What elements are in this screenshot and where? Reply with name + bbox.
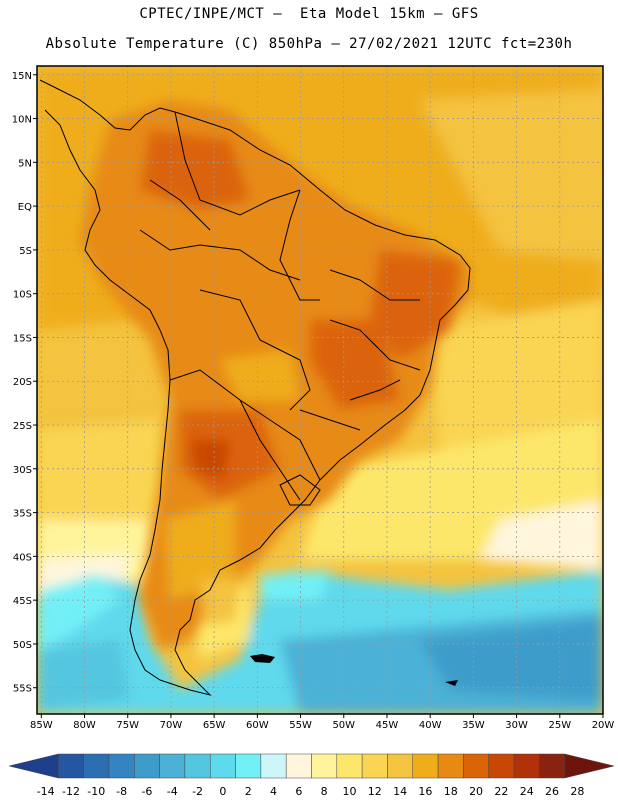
colorbar-swatch: [134, 753, 160, 779]
colorbar-swatch: [336, 753, 363, 779]
colorbar-swatch: [412, 753, 439, 779]
colorbar-label: 0: [219, 785, 226, 798]
colorbar-label: -6: [141, 785, 152, 798]
lat-label-EQ: EQ: [18, 202, 32, 213]
lon-label-65W: 65W: [203, 720, 226, 731]
colorbar-label: 26: [545, 785, 559, 798]
colorbar-label: -4: [167, 785, 178, 798]
colorbar-swatch: [361, 753, 388, 779]
lat-label-25S: 25S: [13, 421, 32, 432]
colorbar-label: 10: [342, 785, 356, 798]
colorbar-swatch: [159, 753, 186, 779]
colorbar-label: 22: [494, 785, 508, 798]
lat-label-55S: 55S: [13, 684, 32, 695]
map-frame: [36, 65, 604, 715]
coastlines: [39, 79, 471, 696]
colorbar-swatch: [260, 753, 287, 779]
latitude-labels: 15N 10N 5N EQ 5S 10S 15S 20S 25S 30S 35S 40S 45S 50S 5…: [12, 71, 32, 695]
lon-label-25W: 25W: [548, 720, 571, 731]
colorbar-swatch: [209, 753, 236, 779]
graticule: [37, 66, 603, 714]
colorbar-label: 24: [520, 785, 534, 798]
lat-label-35S: 35S: [13, 509, 32, 520]
colorbar-swatch: [539, 753, 565, 779]
title-line-1: CPTEC/INPE/MCT – Eta Model 15km – GFS: [139, 6, 479, 22]
temperature-field: [37, 66, 603, 714]
lat-label-15N: 15N: [12, 71, 32, 82]
title-line-2: Absolute Temperature (C) 850hPa – 27/02/…: [45, 36, 573, 52]
lon-label-60W: 60W: [246, 720, 269, 731]
colorbar-swatch: [387, 753, 414, 779]
lat-label-45S: 45S: [13, 596, 32, 607]
lat-label-5N: 5N: [18, 158, 32, 169]
lat-label-50S: 50S: [13, 640, 32, 651]
colorbar-label: 8: [321, 785, 328, 798]
lat-label-30S: 30S: [13, 465, 32, 476]
colorbar-label: 12: [368, 785, 382, 798]
lon-label-80W: 80W: [73, 720, 96, 731]
lon-label-50W: 50W: [332, 720, 355, 731]
colorbar-label: 18: [444, 785, 458, 798]
colorbar-labels: -14 -12 -10 -8 -6 -4 -2 0 2 4 6 8 10 12 14 16 18 20 22 24 26…: [37, 785, 585, 798]
falkland-islands: [250, 654, 275, 663]
colorbar-label: 28: [570, 785, 584, 798]
colorbar-swatch: [311, 753, 338, 779]
colorbar-swatch: [235, 753, 262, 779]
colorbar-label: 14: [393, 785, 407, 798]
colorbar-swatch: [463, 753, 489, 779]
longitude-labels: 85W 80W 75W 70W 65W 60W 55W 50W 45W 40W 35W 30W 25W 2…: [30, 720, 614, 731]
lat-label-10N: 10N: [12, 115, 32, 126]
lon-label-45W: 45W: [376, 720, 399, 731]
colorbar: [8, 753, 615, 779]
axis-ticks: [33, 74, 604, 718]
lon-label-55W: 55W: [289, 720, 312, 731]
colorbar-swatch: [564, 753, 615, 779]
lon-label-35W: 35W: [462, 720, 485, 731]
lat-label-40S: 40S: [13, 552, 32, 563]
colorbar-swatch: [108, 753, 135, 779]
colorbar-swatch: [285, 753, 312, 779]
colorbar-label: -2: [192, 785, 203, 798]
colorbar-swatch: [8, 753, 59, 779]
lon-label-75W: 75W: [116, 720, 139, 731]
colorbar-swatch: [184, 753, 211, 779]
lon-label-30W: 30W: [505, 720, 528, 731]
colorbar-label: -8: [116, 785, 127, 798]
colorbar-label: 20: [469, 785, 483, 798]
colorbar-label: 6: [295, 785, 302, 798]
lon-label-20W: 20W: [592, 720, 615, 731]
colorbar-label: -12: [62, 785, 80, 798]
lat-label-20S: 20S: [13, 377, 32, 388]
colorbar-swatch: [83, 753, 110, 779]
colorbar-label: 4: [270, 785, 277, 798]
lon-label-70W: 70W: [160, 720, 183, 731]
colorbar-swatch: [58, 753, 84, 779]
colorbar-label: 16: [418, 785, 432, 798]
colorbar-swatch: [437, 753, 464, 779]
colorbar-label: 2: [245, 785, 252, 798]
lat-label-10S: 10S: [13, 290, 32, 301]
colorbar-label: -14: [37, 785, 55, 798]
colorbar-label: -10: [87, 785, 105, 798]
lon-label-40W: 40W: [419, 720, 442, 731]
colorbar-swatch: [513, 753, 540, 779]
colorbar-swatch: [488, 753, 515, 779]
lat-label-15S: 15S: [13, 333, 32, 344]
lat-label-5S: 5S: [19, 246, 32, 257]
lon-label-85W: 85W: [30, 720, 53, 731]
